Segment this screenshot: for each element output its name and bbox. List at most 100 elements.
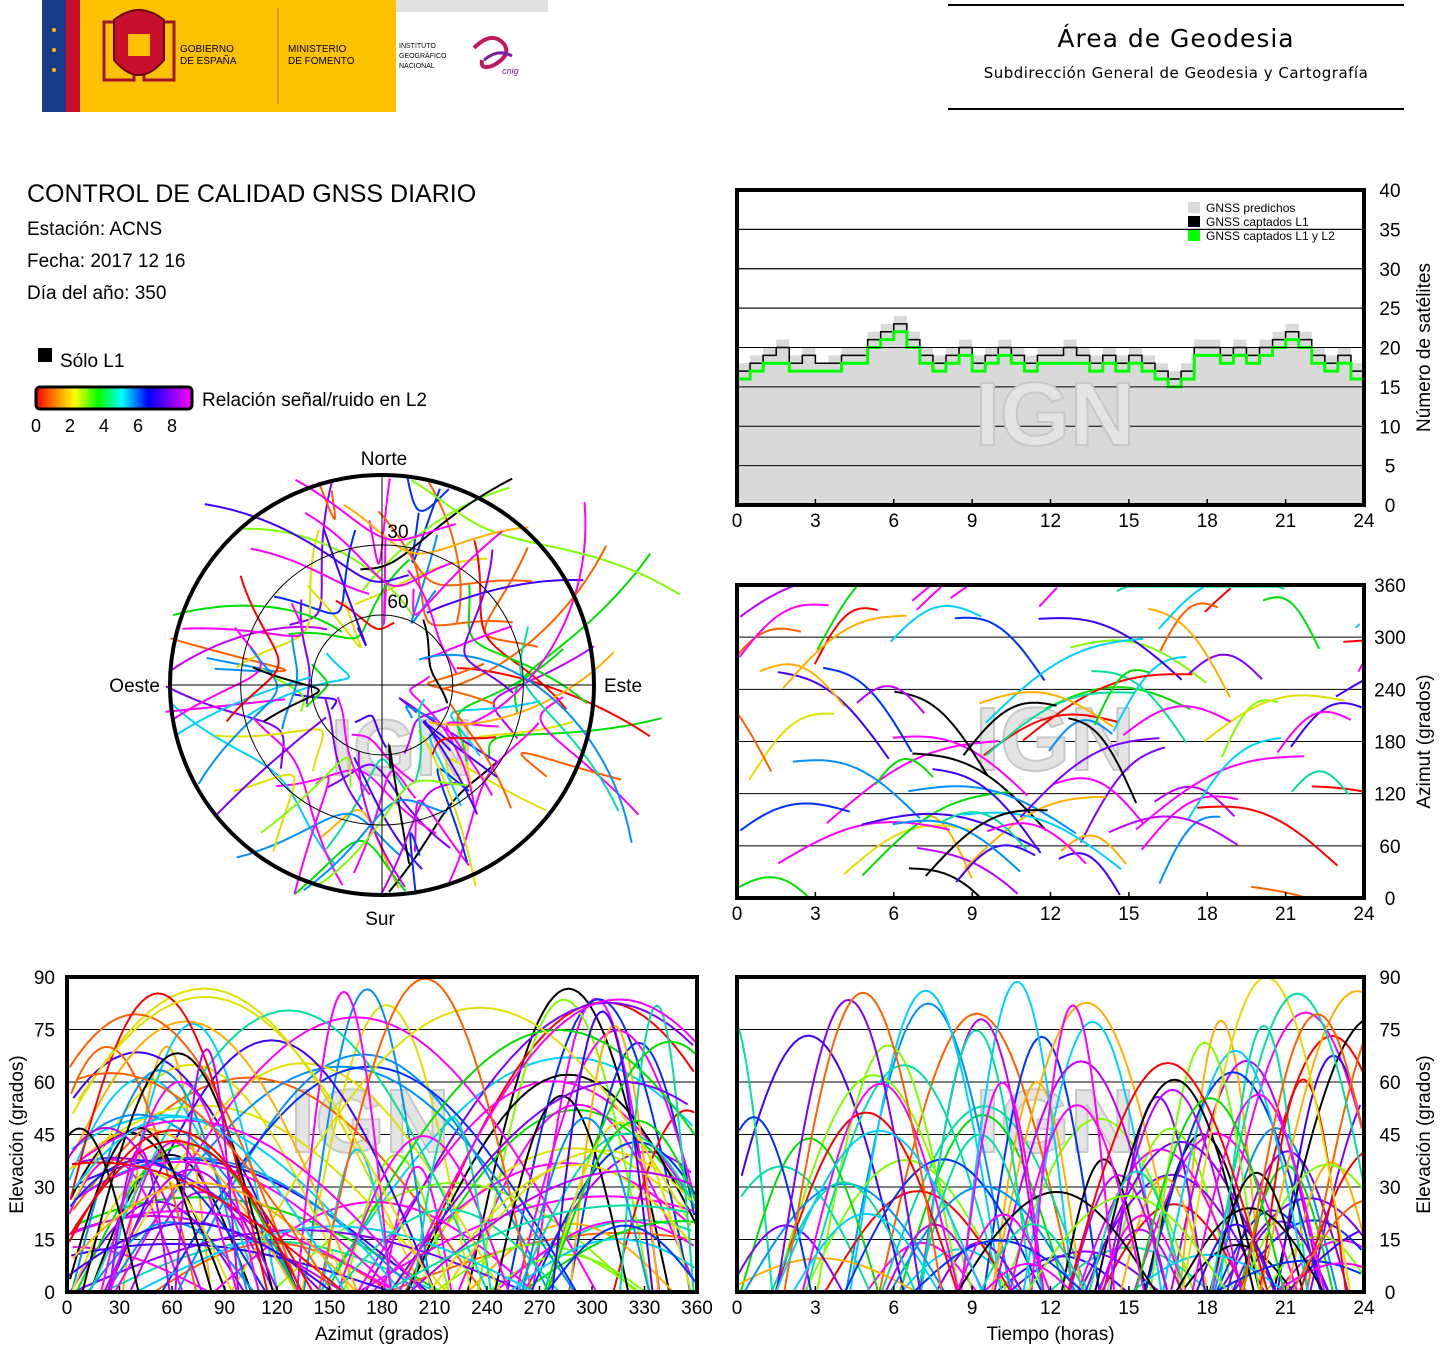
elevation-track [889,1185,1077,1293]
azimuth-chart-xtick-label: 9 [967,904,978,925]
azimuth-track [748,712,834,781]
azimuth-track [1053,777,1144,824]
snr-tick-label: 2 [65,416,75,436]
azimuth-track [908,867,981,899]
count-chart-ytick-label: 35 [1379,220,1400,241]
ministry-line1: MINISTERIO [288,44,347,55]
azimuth-track [889,604,982,643]
sky-track [418,653,633,844]
azimuth-chart-ylabel: Azimut (grados) [1414,674,1435,808]
elevation-azimuth-track [466,987,671,1293]
elevation-track [1291,1199,1364,1293]
elevation-track [1030,1004,1116,1293]
elevation-azimuth-track [87,1221,255,1293]
azimuth-track [1060,834,1127,865]
azimuth-chart-xtick-label: 18 [1197,904,1218,925]
elaz-chart-xtick-label: 330 [629,1298,661,1319]
elevation-azimuth-track [129,1191,275,1293]
series-predicted-area [737,316,1364,505]
elaz-chart-xtick-label: 0 [62,1298,73,1319]
elevation-track [1276,1054,1363,1293]
azimuth-track [1068,717,1138,804]
azimuth-track [1108,815,1239,846]
sky-track [487,717,662,760]
sky-track [428,651,615,726]
snr-tick-label: 4 [99,416,109,436]
elevation-azimuth-track [383,1204,687,1293]
azimuth-chart-xtick-label: 12 [1040,904,1061,925]
doy-label: Día del año: 350 [27,283,167,304]
elevation-azimuth-track [71,1063,351,1293]
elevation-azimuth-track [334,1208,560,1293]
header-rule-bottom [948,108,1404,110]
elevation-track [736,1224,844,1293]
gov-line1: GOBIERNO [180,44,234,55]
sky-track [293,839,407,896]
sky-track [407,569,458,674]
elevation-track [775,998,922,1293]
elaz-chart-ytick-label: 30 [34,1178,55,1199]
sky-track [352,770,417,874]
elevation-track [983,1035,1101,1293]
azimuth-track [1276,710,1352,754]
sky-track [473,540,567,710]
count-chart-ytick-label: 40 [1379,181,1400,202]
elevation-track [1130,1253,1286,1293]
elt-chart-xtick-label: 6 [888,1298,899,1319]
azimuth-track [792,759,921,820]
elevation-azimuth-track [68,1129,303,1293]
elevation-track [979,1223,1086,1293]
elevation-track [1275,1262,1365,1293]
elevation-azimuth-track [568,1041,695,1293]
azimuth-track [874,757,934,786]
count-chart-xtick-label: 9 [967,511,978,532]
ign-line2: GEOGRÁFICO [399,51,447,60]
azimuth-chart-xtick-label: 15 [1118,904,1139,925]
sky-track [414,698,426,783]
ring-label-60: 60 [387,592,408,613]
l1-only-label: Sólo L1 [60,351,124,372]
sky-track [172,604,343,633]
azimuth-track [962,811,1122,870]
azimuth-track [1158,586,1205,630]
elt-chart-ytick-label: 60 [1379,1073,1400,1094]
elevation-track [1084,1140,1276,1293]
azimuth-track [861,812,1040,851]
sky-track [422,619,449,704]
sky-track [335,599,395,630]
elt-chart-xtick-label: 9 [967,1298,978,1319]
elaz-chart-xtick-label: 210 [419,1298,451,1319]
azimuth-track [908,785,1077,835]
azimuth-track [782,614,907,689]
azimuth-track [1135,755,1305,831]
direction-south: Sur [365,909,395,930]
sky-track [383,535,388,627]
sky-track [215,716,327,816]
count-chart-xtick-label: 15 [1118,511,1139,532]
elevation-azimuth-track [546,1119,698,1293]
sky-track [336,696,371,796]
azimuth-chart-xtick-label: 0 [732,904,743,925]
elaz-chart-ytick-label: 60 [34,1073,55,1094]
azimuth-track [1354,623,1361,629]
elaz-chart-xlabel: Azimut (grados) [315,1324,449,1345]
elevation-track [774,1074,974,1293]
sky-track [252,717,344,886]
sky-track [322,528,368,647]
elt-chart-xtick-label: 12 [1040,1298,1061,1319]
elevation-azimuth-track [551,1010,654,1293]
azimuth-track [1019,737,1160,818]
elevation-track [960,1081,1045,1293]
station-label: Estación: ACNS [27,219,163,240]
azimuth-chart-ytick-label: 240 [1374,680,1406,701]
cnig-logo-icon: cnig [472,36,519,76]
elt-chart-ytick-label: 30 [1379,1178,1400,1199]
azimuth-track [1158,815,1221,885]
azimuth-chart-xtick-label: 3 [810,904,821,925]
sky-track [445,757,547,812]
azimuth-track [823,666,913,753]
elevation-track [1211,1011,1363,1293]
sky-track [235,529,320,669]
